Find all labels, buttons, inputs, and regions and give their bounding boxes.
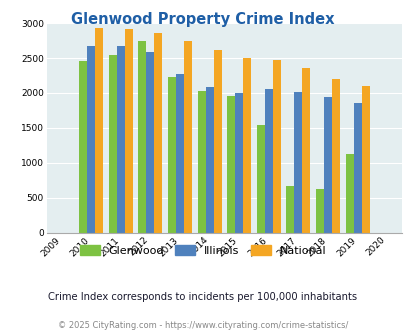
Bar <box>360 86 369 233</box>
Bar <box>95 28 103 233</box>
Bar <box>146 52 154 233</box>
Bar <box>154 33 162 233</box>
Bar <box>109 54 116 233</box>
Bar <box>175 74 183 233</box>
Bar <box>205 87 213 233</box>
Text: Crime Index corresponds to incidents per 100,000 inhabitants: Crime Index corresponds to incidents per… <box>48 292 357 302</box>
Bar <box>345 154 353 233</box>
Text: Glenwood Property Crime Index: Glenwood Property Crime Index <box>71 12 334 26</box>
Bar <box>353 103 360 233</box>
Bar <box>197 91 205 233</box>
Text: © 2025 CityRating.com - https://www.cityrating.com/crime-statistics/: © 2025 CityRating.com - https://www.city… <box>58 321 347 330</box>
Bar <box>264 89 272 233</box>
Bar <box>323 97 331 233</box>
Bar <box>243 58 250 233</box>
Bar <box>213 50 221 233</box>
Bar <box>286 186 294 233</box>
Bar <box>315 189 323 233</box>
Bar <box>87 46 95 233</box>
Bar <box>183 41 192 233</box>
Bar <box>124 29 132 233</box>
Bar <box>302 68 309 233</box>
Bar <box>79 61 87 233</box>
Bar <box>234 93 243 233</box>
Bar <box>116 46 124 233</box>
Bar <box>138 41 146 233</box>
Legend: Glenwood, Illinois, National: Glenwood, Illinois, National <box>75 240 330 260</box>
Bar <box>256 125 264 233</box>
Bar <box>168 77 175 233</box>
Bar <box>272 60 280 233</box>
Bar <box>294 92 302 233</box>
Bar <box>226 96 234 233</box>
Bar <box>331 79 339 233</box>
